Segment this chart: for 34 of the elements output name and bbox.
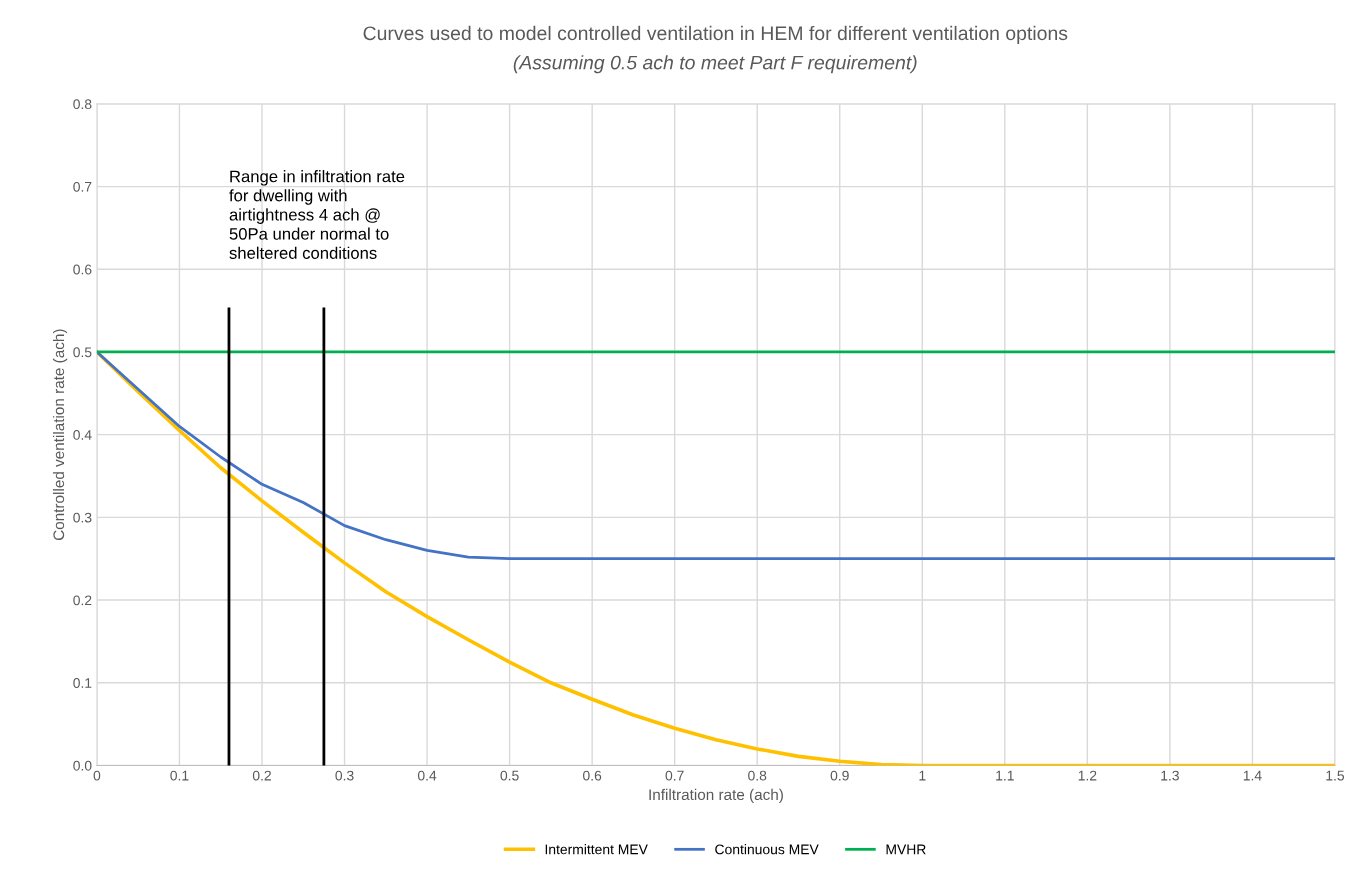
x-tick-label: 1.5 bbox=[1326, 770, 1345, 781]
y-tick-label: 0.4 bbox=[73, 430, 92, 440]
x-tick-label: 0.7 bbox=[665, 770, 684, 781]
line-series bbox=[96, 350, 1335, 561]
x-tick-label: 0 bbox=[93, 770, 101, 781]
legend-label: MVHR bbox=[886, 844, 926, 855]
legend-label: Intermittent MEV bbox=[545, 844, 648, 855]
x-tick-label: 0.4 bbox=[417, 770, 437, 781]
chart-title: Curves used to model controlled ventilation in HEM for different ventilation options bbox=[363, 25, 1068, 44]
x-tick-label: 0.6 bbox=[583, 770, 602, 781]
x-tick-label: 0.2 bbox=[252, 770, 271, 781]
x-tick-label: 0.9 bbox=[830, 770, 849, 781]
y-tick-label: 0.0 bbox=[73, 760, 92, 771]
y-tick-label: 0.8 bbox=[73, 99, 92, 110]
annotation: Range in infiltration rate for dwelling with airtightness 4 ach @ 50Pa under normal to sheltered conditions bbox=[229, 170, 405, 259]
legend-label: Continuous MEV bbox=[715, 844, 819, 855]
x-tick-label: 1.3 bbox=[1161, 770, 1179, 781]
x-tick-label: 0.5 bbox=[500, 770, 519, 781]
x-tick-label: 1.4 bbox=[1243, 770, 1262, 781]
x-tick-label: 1.1 bbox=[996, 770, 1014, 781]
x-tick-label: 0.8 bbox=[748, 770, 767, 781]
x-axis-title: Infiltration rate (ach) bbox=[649, 788, 783, 804]
y-tick-label: 0.3 bbox=[73, 512, 92, 523]
chart-subtitle: (Assuming 0.5 ach to meet Part F requirement) bbox=[513, 55, 917, 74]
y-axis-title: Controlled ventilation rate (ach) bbox=[52, 329, 68, 541]
y-tick-label: 0.7 bbox=[73, 181, 92, 192]
y-tick-label: 0.5 bbox=[73, 347, 92, 358]
x-tick-label: 0.1 bbox=[170, 770, 189, 781]
y-tick-label: 0.1 bbox=[73, 678, 92, 688]
x-tick-label: 1 bbox=[919, 770, 926, 781]
x-tick-label: 0.3 bbox=[335, 770, 354, 781]
y-tick-label: 0.6 bbox=[73, 264, 92, 275]
x-tick-label: 1.2 bbox=[1078, 770, 1097, 781]
y-tick-label: 0.2 bbox=[73, 595, 92, 606]
